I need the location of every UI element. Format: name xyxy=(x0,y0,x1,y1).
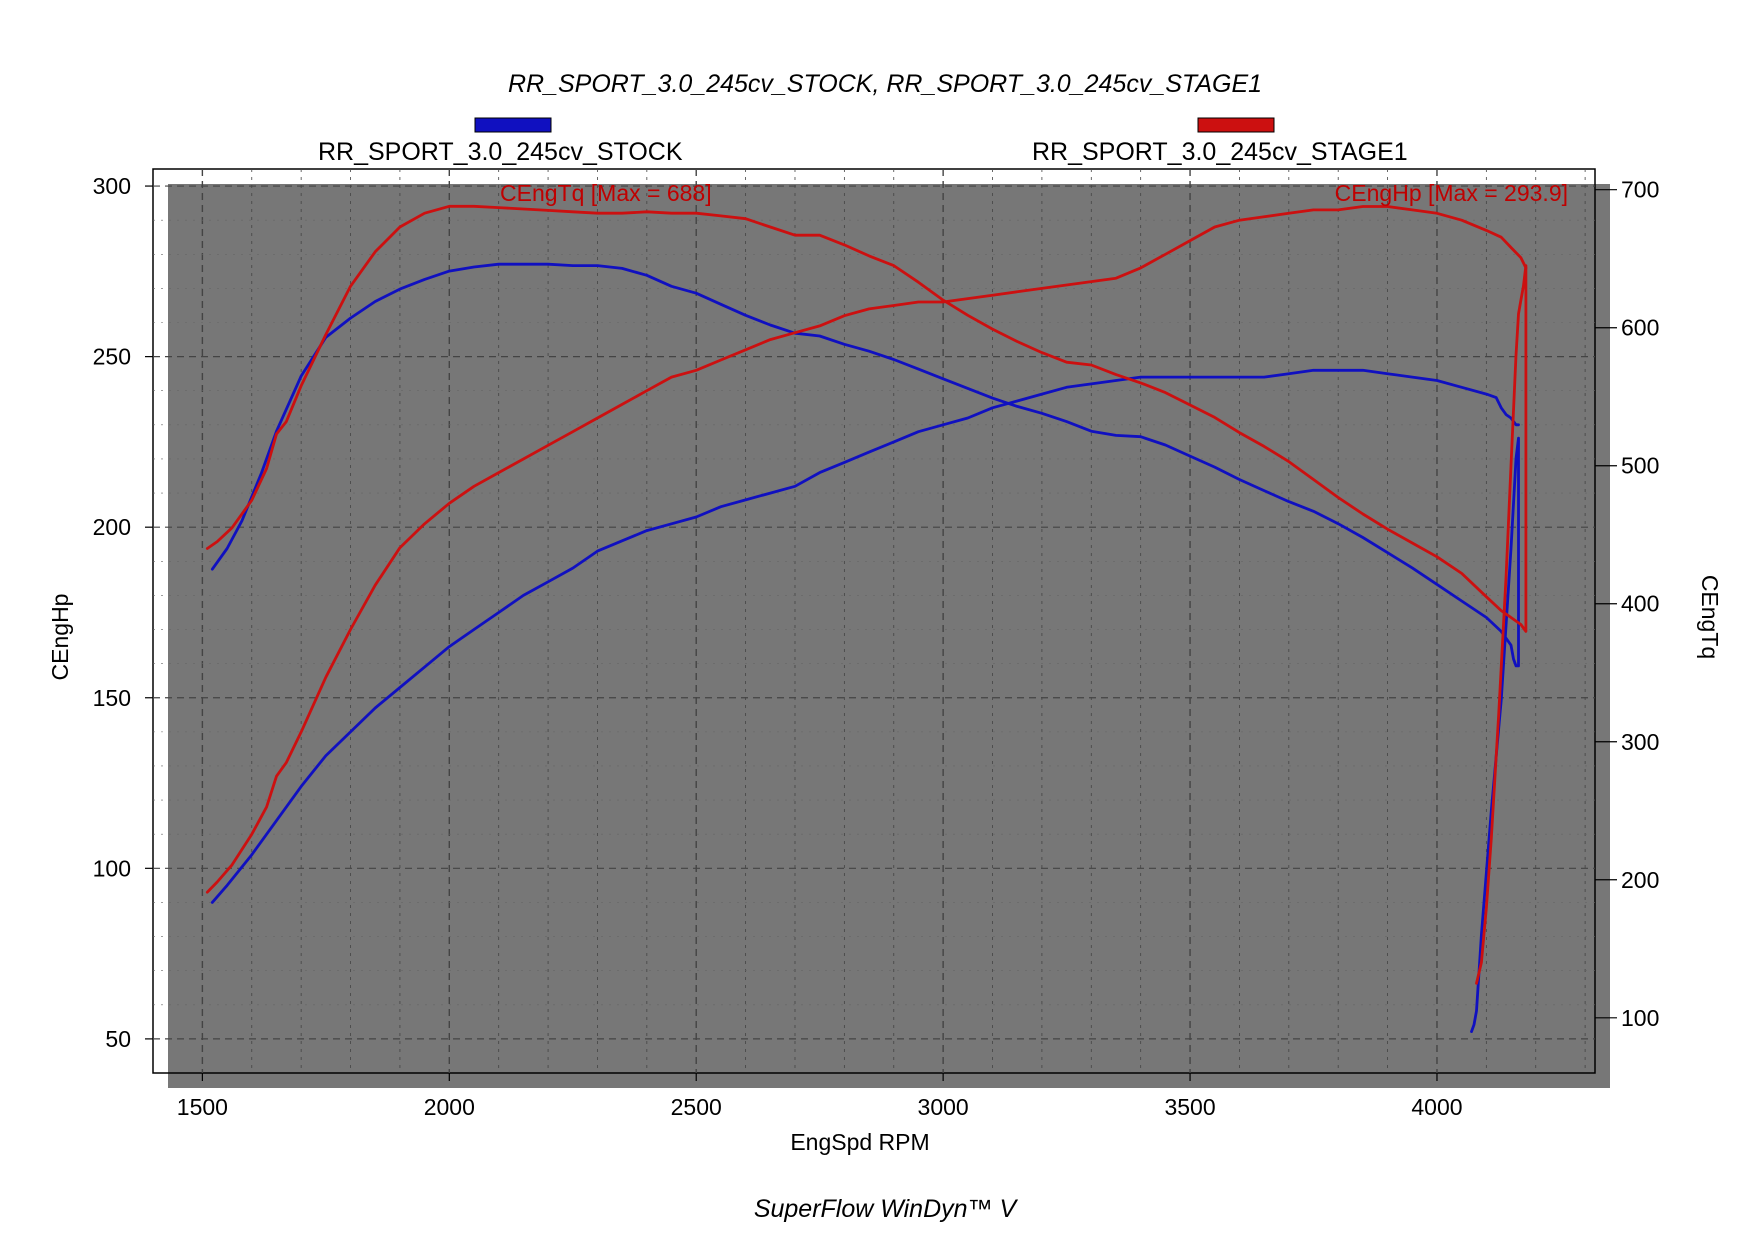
y-left-tick-label: 200 xyxy=(93,514,131,540)
x-tick-label: 3000 xyxy=(918,1094,969,1120)
y-axis-left-title: CEngHp xyxy=(47,594,73,681)
footer-software-credit: SuperFlow WinDyn™ V xyxy=(754,1195,1019,1223)
y-left-tick-label: 250 xyxy=(93,344,131,370)
x-tick-label: 1500 xyxy=(177,1094,228,1120)
chart-title: RR_SPORT_3.0_245cv_STOCK, RR_SPORT_3.0_2… xyxy=(508,70,1262,98)
series-line-stage1-cengtq xyxy=(205,204,1528,985)
annotation-torque-max: CEngTq [Max = 688] xyxy=(500,180,712,206)
x-tick-label: 2000 xyxy=(424,1094,475,1120)
grid xyxy=(153,169,1595,1073)
x-tick-label: 3500 xyxy=(1164,1094,1215,1120)
annotation-hp-max: CEngHp [Max = 293.9] xyxy=(1335,180,1568,206)
series-line-stock-cengtq xyxy=(210,262,1520,1033)
y-right-tick-label: 700 xyxy=(1621,177,1659,203)
x-tick-label: 2500 xyxy=(671,1094,722,1120)
series-line-stock-cenghp xyxy=(210,368,1520,904)
y-left-tick-label: 100 xyxy=(93,855,131,881)
y-left-tick-label: 150 xyxy=(93,685,131,711)
y-axis-right-title: CEngTq xyxy=(1697,575,1723,659)
y-right-tick-label: 300 xyxy=(1621,729,1659,755)
plot-shadow xyxy=(168,184,1610,1088)
x-axis-title: EngSpd RPM xyxy=(790,1129,929,1155)
x-tick-label: 4000 xyxy=(1411,1094,1462,1120)
plot-frame xyxy=(152,168,1596,1074)
legend-swatch-stock xyxy=(474,117,552,133)
y-left-tick-label: 300 xyxy=(93,173,131,199)
y-left-tick-label: 50 xyxy=(105,1026,131,1052)
y-right-tick-label: 400 xyxy=(1621,591,1659,617)
legend-label-stock: RR_SPORT_3.0_245cv_STOCK xyxy=(318,138,683,166)
series-line-stage1-cenghp xyxy=(205,205,1528,894)
y-right-tick-label: 600 xyxy=(1621,315,1659,341)
y-right-tick-label: 100 xyxy=(1621,1005,1659,1031)
series-group xyxy=(205,204,1528,1033)
y-right-tick-label: 200 xyxy=(1621,867,1659,893)
tick-group: 1500 2000 2500 3000 3500 4000 50 100 150 200 250 30… xyxy=(93,173,1660,1120)
y-right-tick-label: 500 xyxy=(1621,453,1659,479)
legend-label-stage1: RR_SPORT_3.0_245cv_STAGE1 xyxy=(1032,138,1408,166)
legend-swatch-stage1 xyxy=(1197,117,1275,133)
